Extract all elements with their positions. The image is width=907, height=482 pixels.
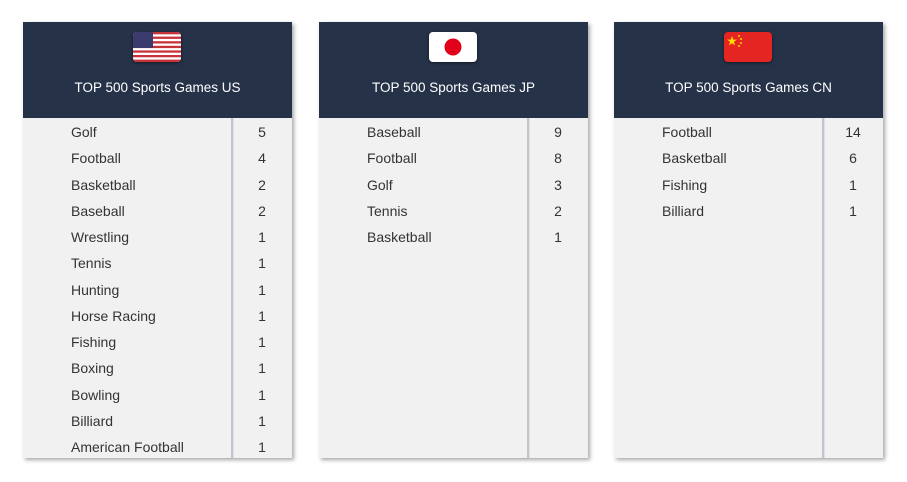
- table-row: American Football 1: [23, 434, 292, 460]
- sport-name: Tennis: [71, 255, 112, 272]
- panel-jp: TOP 500 Sports Games JP Baseball 9 Footbal…: [319, 22, 588, 458]
- game-count: 1: [258, 334, 266, 350]
- table-row: Horse Racing 1: [23, 303, 292, 329]
- game-count: 1: [258, 412, 266, 429]
- sport-name: Fishing: [662, 176, 708, 193]
- table-row: Basketball 1: [319, 224, 588, 250]
- table-row: Fishing 1: [614, 172, 883, 198]
- column-divider: [231, 118, 234, 458]
- game-count: 1: [258, 255, 266, 272]
- table-row: Wrestling 1: [23, 224, 292, 250]
- table-row: Fishing 1: [23, 329, 292, 355]
- us-flag: [133, 32, 181, 62]
- sport-name: Basketball: [662, 150, 727, 167]
- rows: Football 14 Basketball 6 Fishing 1 Billiard 1: [614, 119, 883, 224]
- panel-header: TOP 500 Sports Games CN: [614, 22, 883, 118]
- game-count: 1: [554, 229, 562, 245]
- game-count: 2: [258, 176, 266, 193]
- table-row: Bowling 1: [23, 382, 292, 408]
- table-row: Football 14: [614, 119, 883, 145]
- game-count: 4: [258, 150, 266, 167]
- sport-name: Football: [71, 150, 121, 167]
- column-divider: [527, 118, 530, 458]
- game-count: 1: [258, 386, 266, 403]
- game-count: 9: [554, 124, 562, 140]
- panel-title: TOP 500 Sports Games CN: [665, 80, 832, 95]
- game-count: 14: [845, 124, 861, 140]
- sport-name: American Football: [71, 439, 184, 455]
- table-row: Basketball 6: [614, 145, 883, 171]
- table-row: Baseball 9: [319, 119, 588, 145]
- sport-name: Baseball: [71, 202, 125, 219]
- sport-name: Golf: [71, 124, 97, 140]
- panel-title: TOP 500 Sports Games US: [74, 80, 241, 95]
- jp-flag: [429, 32, 477, 62]
- sport-name: Fishing: [71, 334, 117, 350]
- game-count: 2: [258, 202, 266, 219]
- game-count: 1: [258, 307, 266, 324]
- sport-name: Wrestling: [71, 229, 130, 245]
- column-divider: [822, 118, 825, 458]
- sport-name: Golf: [367, 176, 393, 193]
- table-row: Football 4: [23, 145, 292, 171]
- table-row: Tennis 1: [23, 250, 292, 276]
- game-count: 2: [554, 202, 562, 219]
- cn-flag: [724, 32, 772, 62]
- sport-name: Boxing: [71, 360, 114, 377]
- game-count: 1: [258, 360, 266, 377]
- sport-name: Horse Racing: [71, 307, 156, 324]
- rows: Golf 5 Football 4 Basketball 2 Baseball 2 Wrestl…: [23, 119, 292, 460]
- sport-name: Basketball: [367, 229, 432, 245]
- table-row: Golf 5: [23, 119, 292, 145]
- game-count: 1: [258, 439, 266, 455]
- game-count: 3: [554, 176, 562, 193]
- table-row: Billiard 1: [23, 408, 292, 434]
- panel-cn: TOP 500 Sports Games CN Football 14 Basket…: [614, 22, 883, 458]
- sport-name: Basketball: [71, 176, 136, 193]
- table-row: Billiard 1: [614, 198, 883, 224]
- table-row: Boxing 1: [23, 355, 292, 381]
- table-row: Football 8: [319, 145, 588, 171]
- table-row: Golf 3: [319, 172, 588, 198]
- panel-us: TOP 500 Sports Games US Golf 5 Football 4 Ba…: [23, 22, 292, 458]
- table-row: Basketball 2: [23, 172, 292, 198]
- sport-name: Billiard: [71, 412, 114, 429]
- table-row: Tennis 2: [319, 198, 588, 224]
- rows: Baseball 9 Football 8 Golf 3 Tennis 2 Basketball…: [319, 119, 588, 250]
- sport-name: Billiard: [662, 202, 705, 219]
- game-count: 8: [554, 150, 562, 167]
- game-count: 5: [258, 124, 266, 140]
- game-count: 1: [849, 176, 857, 193]
- sport-name: Football: [662, 124, 712, 140]
- game-count: 6: [849, 150, 857, 167]
- panel-header: TOP 500 Sports Games JP: [319, 22, 588, 118]
- panel-title: TOP 500 Sports Games JP: [371, 80, 536, 95]
- panel-header: TOP 500 Sports Games US: [23, 22, 292, 118]
- game-count: 1: [849, 202, 857, 219]
- sport-name: Baseball: [367, 124, 421, 140]
- game-count: 1: [258, 229, 266, 245]
- sport-name: Hunting: [71, 281, 120, 298]
- table-row: Hunting 1: [23, 277, 292, 303]
- sport-name: Football: [367, 150, 417, 167]
- sport-name: Tennis: [367, 202, 408, 219]
- game-count: 1: [258, 281, 266, 298]
- sport-name: Bowling: [71, 386, 121, 403]
- table-row: Baseball 2: [23, 198, 292, 224]
